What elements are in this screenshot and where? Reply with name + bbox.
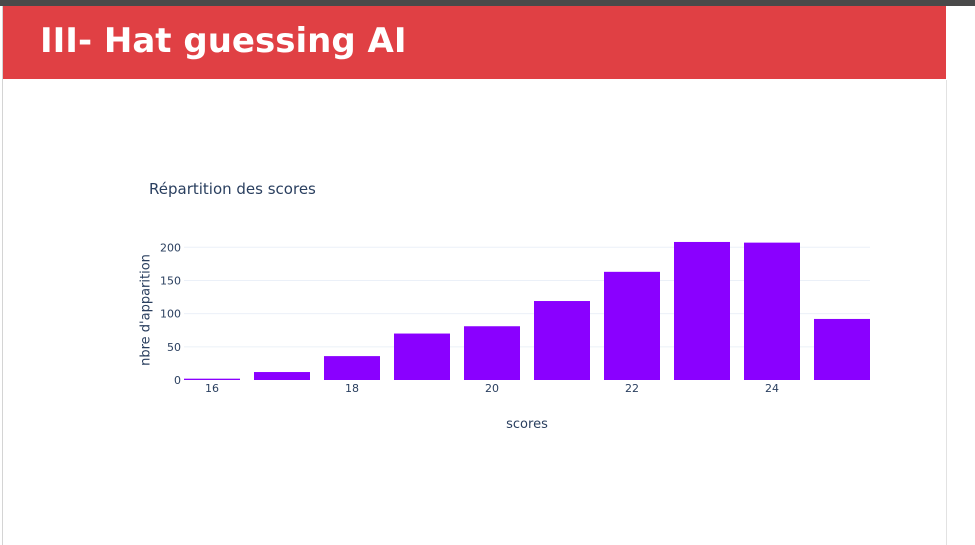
bar-22[interactable] <box>604 271 660 380</box>
window-top-bar <box>0 0 975 6</box>
bar-18[interactable] <box>324 356 380 380</box>
y-tick-label: 50 <box>167 341 181 354</box>
x-tick-label: 18 <box>345 382 359 395</box>
bar-21[interactable] <box>534 301 590 380</box>
y-tick-label: 0 <box>174 374 181 387</box>
chart-bars <box>184 241 870 380</box>
x-tick-label: 20 <box>485 382 499 395</box>
bar-23[interactable] <box>674 241 730 380</box>
y-axis-ticks: 0 50 100 150 200 <box>160 241 181 387</box>
bar-20[interactable] <box>464 326 520 380</box>
bar-19[interactable] <box>394 333 450 380</box>
chart-title: Répartition des scores <box>149 180 316 198</box>
x-axis-ticks: 16 18 20 22 24 <box>205 382 779 395</box>
y-tick-label: 200 <box>160 241 181 254</box>
slide-left-edge <box>2 6 3 545</box>
y-tick-label: 100 <box>160 308 181 321</box>
x-tick-label: 16 <box>205 382 219 395</box>
y-tick-label: 150 <box>160 274 181 287</box>
slide-header: III- Hat guessing AI <box>3 6 946 79</box>
x-tick-label: 24 <box>765 382 779 395</box>
bar-25[interactable] <box>814 318 870 380</box>
bar-24[interactable] <box>744 242 800 380</box>
slide-right-edge <box>946 80 947 545</box>
y-axis-title: nbre d'apparition <box>139 254 154 366</box>
x-tick-label: 22 <box>625 382 639 395</box>
bar-16[interactable] <box>184 378 240 380</box>
bar-17[interactable] <box>254 372 310 380</box>
slide-title: III- Hat guessing AI <box>40 21 407 61</box>
x-axis-title: scores <box>506 417 548 432</box>
